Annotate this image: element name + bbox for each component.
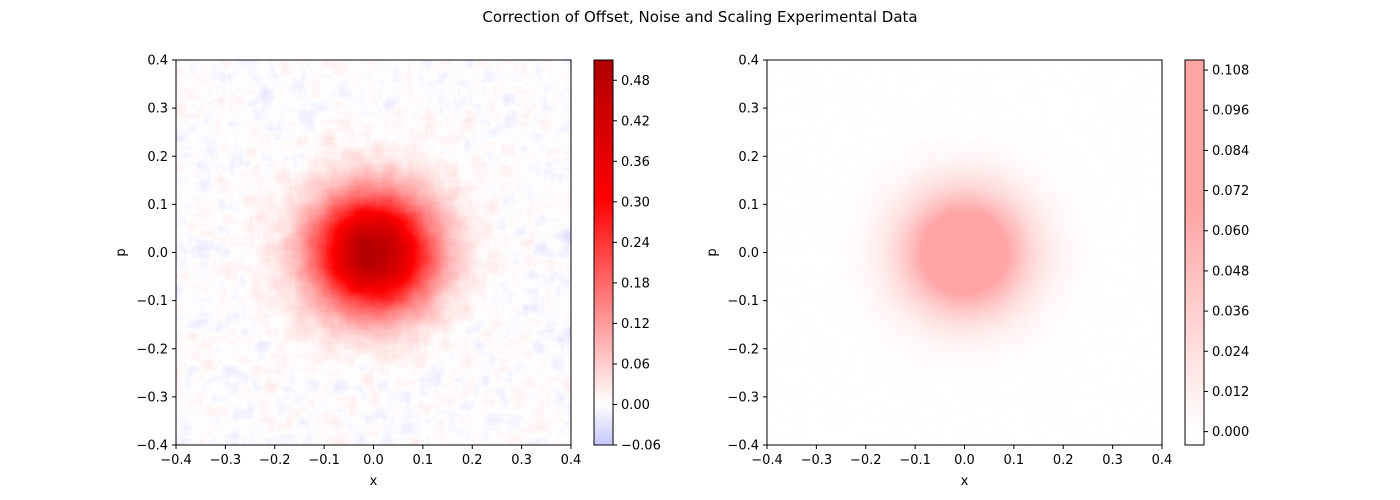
x-tick-label: −0.3 bbox=[210, 453, 242, 468]
colorbar-tick-label: 0.06 bbox=[621, 357, 650, 372]
y-tick-label: −0.2 bbox=[136, 342, 168, 357]
x-tick-label: 0.3 bbox=[1102, 453, 1123, 468]
y-tick-label: 0.1 bbox=[147, 198, 168, 213]
left-heatmap-panel: −0.4 −0.3 −0.2 −0.1 0.0 0.1 0.2 0.3 0.4 −0.4 −0.3… bbox=[114, 54, 581, 490]
colorbar-tick-label: 0.060 bbox=[1212, 224, 1249, 239]
left-colorbar: −0.06 0.00 0.06 0.12 0.18 0.24 0.30 0.36 0.42 0.4… bbox=[593, 59, 661, 454]
y-tick-label: −0.4 bbox=[727, 439, 759, 454]
y-tick-label: −0.1 bbox=[136, 294, 168, 309]
colorbar-tick-label: 0.096 bbox=[1212, 104, 1249, 119]
x-tick-label: −0.4 bbox=[751, 453, 783, 468]
left-x-ticks: −0.4 −0.3 −0.2 −0.1 0.0 0.1 0.2 0.3 0.4 bbox=[160, 445, 581, 468]
right-y-axis-label: p bbox=[705, 248, 720, 256]
y-tick-label: 0.4 bbox=[147, 54, 168, 69]
y-tick-label: −0.3 bbox=[727, 390, 759, 405]
right-x-ticks: −0.4 −0.3 −0.2 −0.1 0.0 0.1 0.2 0.3 0.4 bbox=[751, 445, 1172, 468]
x-tick-label: −0.1 bbox=[308, 453, 340, 468]
right-heatmap-panel: −0.4 −0.3 −0.2 −0.1 0.0 0.1 0.2 0.3 0.4 −0.4 −0.3… bbox=[705, 54, 1172, 490]
left-colorbar-image bbox=[594, 60, 613, 445]
y-tick-label: 0.3 bbox=[147, 102, 168, 117]
colorbar-tick-label: 0.012 bbox=[1212, 385, 1249, 400]
colorbar-tick-label: 0.48 bbox=[621, 74, 650, 89]
x-tick-label: 0.2 bbox=[462, 453, 483, 468]
y-tick-label: 0.2 bbox=[147, 150, 168, 165]
x-tick-label: −0.1 bbox=[899, 453, 931, 468]
left-heatmap-image bbox=[176, 60, 571, 445]
right-colorbar-ticks: 0.000 0.012 0.024 0.036 0.048 0.060 0.072 0.084… bbox=[1204, 64, 1249, 440]
colorbar-tick-label: 0.30 bbox=[621, 195, 650, 210]
colorbar-tick-label: 0.072 bbox=[1212, 184, 1249, 199]
colorbar-tick-label: 0.084 bbox=[1212, 144, 1249, 159]
left-x-axis-label: x bbox=[370, 474, 378, 489]
x-tick-label: −0.4 bbox=[160, 453, 192, 468]
colorbar-tick-label: 0.24 bbox=[621, 236, 650, 251]
x-tick-label: 0.1 bbox=[413, 453, 434, 468]
colorbar-tick-label: 0.00 bbox=[621, 398, 650, 413]
x-tick-label: 0.4 bbox=[561, 453, 582, 468]
colorbar-tick-label: 0.036 bbox=[1212, 305, 1249, 320]
y-tick-label: 0.4 bbox=[738, 54, 759, 69]
colorbar-tick-label: 0.18 bbox=[621, 276, 650, 291]
right-colorbar: 0.000 0.012 0.024 0.036 0.048 0.060 0.072 0.084… bbox=[1184, 59, 1249, 446]
right-heatmap-image bbox=[767, 60, 1162, 445]
y-tick-label: 0.3 bbox=[738, 102, 759, 117]
x-tick-label: −0.2 bbox=[850, 453, 882, 468]
x-tick-label: −0.3 bbox=[801, 453, 833, 468]
left-y-axis-label: p bbox=[114, 248, 129, 256]
y-tick-label: −0.3 bbox=[136, 390, 168, 405]
x-tick-label: 0.1 bbox=[1004, 453, 1025, 468]
colorbar-tick-label: 0.024 bbox=[1212, 345, 1249, 360]
x-tick-label: 0.4 bbox=[1152, 453, 1173, 468]
right-y-ticks: −0.4 −0.3 −0.2 −0.1 0.0 0.1 0.2 0.3 0.4 bbox=[727, 54, 767, 454]
colorbar-tick-label: 0.36 bbox=[621, 155, 650, 170]
y-tick-label: 0.0 bbox=[147, 246, 168, 261]
colorbar-tick-label: 0.42 bbox=[621, 114, 650, 129]
y-tick-label: −0.1 bbox=[727, 294, 759, 309]
left-colorbar-ticks: −0.06 0.00 0.06 0.12 0.18 0.24 0.30 0.36 0.42 0.4… bbox=[613, 74, 661, 454]
right-colorbar-image bbox=[1185, 60, 1204, 445]
right-x-axis-label: x bbox=[961, 474, 969, 489]
x-tick-label: 0.3 bbox=[511, 453, 532, 468]
left-y-ticks: −0.4 −0.3 −0.2 −0.1 0.0 0.1 0.2 0.3 0.4 bbox=[136, 54, 176, 454]
left-colorbar-frame bbox=[593, 59, 614, 446]
y-tick-label: 0.1 bbox=[738, 198, 759, 213]
y-tick-label: 0.0 bbox=[738, 246, 759, 261]
colorbar-tick-label: 0.12 bbox=[621, 317, 650, 332]
colorbar-tick-label: −0.06 bbox=[621, 439, 661, 454]
x-tick-label: 0.0 bbox=[954, 453, 975, 468]
y-tick-label: −0.4 bbox=[136, 439, 168, 454]
y-tick-label: −0.2 bbox=[727, 342, 759, 357]
x-tick-label: 0.2 bbox=[1053, 453, 1074, 468]
figure-title: Correction of Offset, Noise and Scaling … bbox=[482, 8, 917, 26]
right-colorbar-frame bbox=[1184, 59, 1205, 446]
x-tick-label: 0.0 bbox=[363, 453, 384, 468]
x-tick-label: −0.2 bbox=[259, 453, 291, 468]
colorbar-tick-label: 0.048 bbox=[1212, 264, 1249, 279]
colorbar-tick-label: 0.000 bbox=[1212, 425, 1249, 440]
y-tick-label: 0.2 bbox=[738, 150, 759, 165]
colorbar-tick-label: 0.108 bbox=[1212, 64, 1249, 79]
